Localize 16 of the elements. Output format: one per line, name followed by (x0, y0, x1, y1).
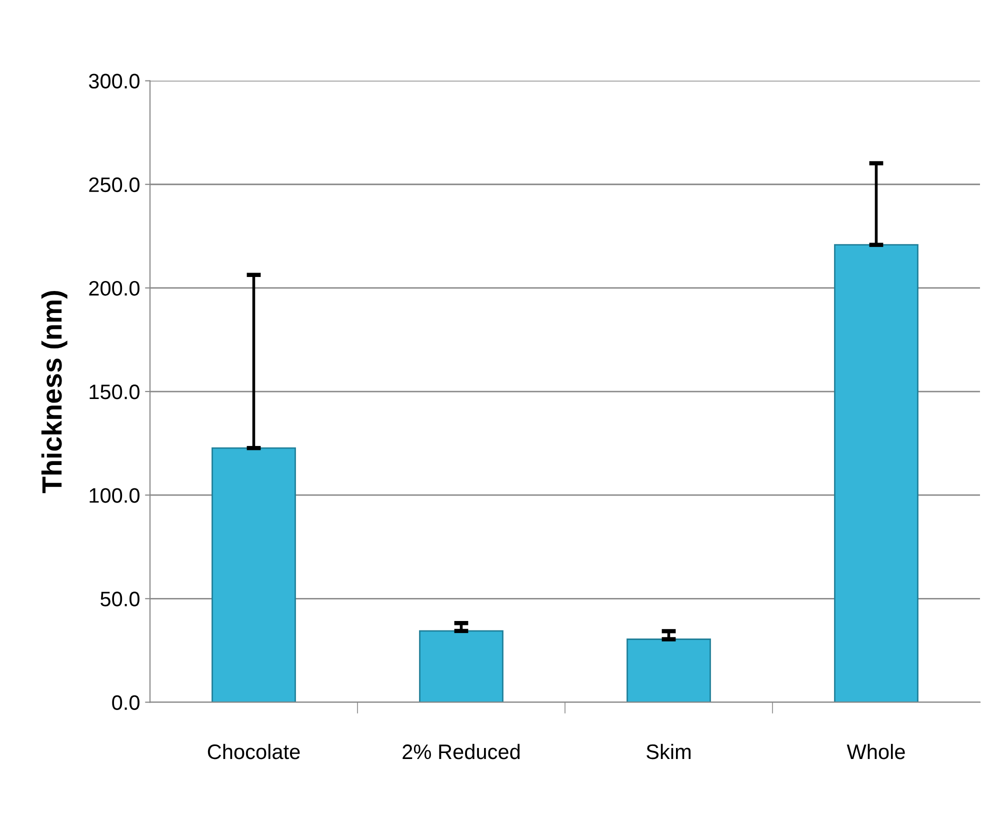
x-tick-label: Chocolate (208, 744, 300, 760)
x-tick-label: 2% Reduced (402, 744, 520, 760)
y-axis-title: Thickness (nm) (41, 291, 68, 494)
y-tick-label: 50.0 (100, 592, 140, 606)
x-tick-label: Skim (646, 744, 691, 760)
y-tick-label: 250.0 (89, 177, 140, 192)
y-tick-label: 150.0 (90, 384, 140, 400)
y-tick-label: 100.0 (90, 488, 140, 503)
y-tick-label: 0.0 (112, 695, 140, 710)
bar (834, 244, 918, 702)
y-tick-label: 200.0 (89, 280, 140, 296)
bar (419, 630, 504, 702)
y-tick-label: 300.0 (88, 74, 140, 89)
bar (212, 447, 296, 702)
x-tick-label: Whole (846, 744, 905, 760)
bar (626, 638, 711, 702)
